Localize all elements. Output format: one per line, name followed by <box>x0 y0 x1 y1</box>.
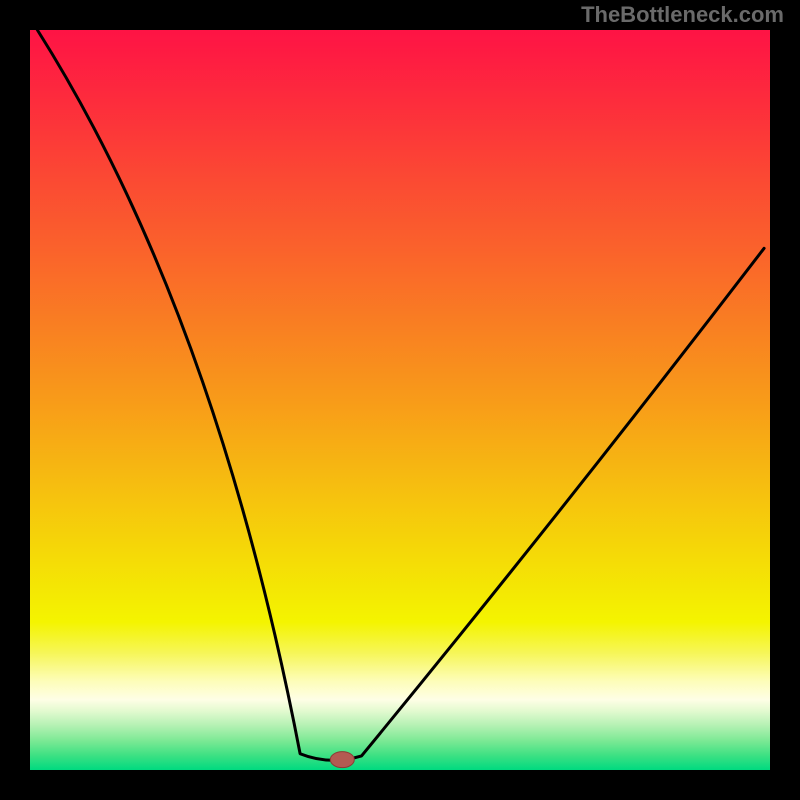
bottleneck-chart <box>0 0 800 800</box>
optimal-marker <box>330 752 354 768</box>
plot-area <box>30 30 770 770</box>
watermark-text: TheBottleneck.com <box>581 2 784 28</box>
chart-root: TheBottleneck.com <box>0 0 800 800</box>
